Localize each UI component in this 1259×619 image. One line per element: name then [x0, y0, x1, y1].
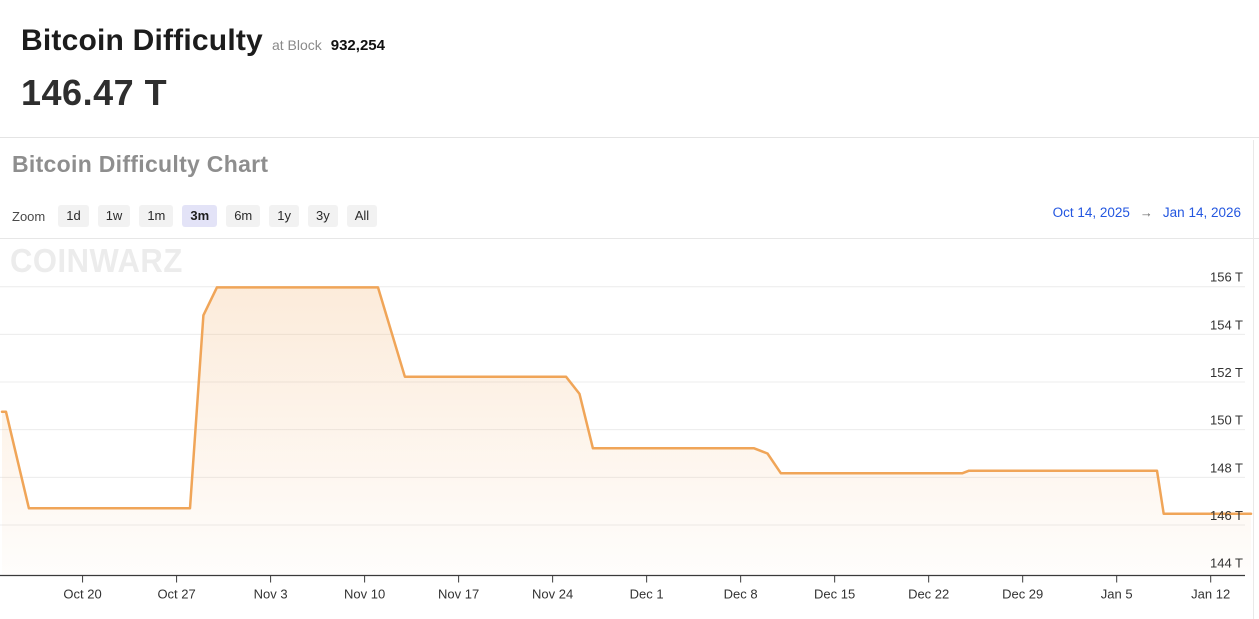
page-title: Bitcoin Difficulty	[21, 24, 263, 57]
x-axis-label: Dec 8	[724, 587, 758, 602]
page-header: Bitcoin Difficulty at Block 932,254 146.…	[0, 0, 1259, 138]
axis-labels: 156 T 154 T 152 T 150 T 148 T 146 T 144 T Oct 2…	[63, 270, 1243, 602]
chart-section-title: Bitcoin Difficulty Chart	[12, 151, 269, 177]
title-row: Bitcoin Difficulty at Block 932,254	[0, 0, 1259, 58]
x-axis-label: Dec 22	[908, 587, 949, 602]
zoom-button-1y[interactable]: 1y	[269, 204, 299, 228]
page-right-divider	[1253, 140, 1254, 619]
x-axis-label: Dec 15	[814, 587, 855, 602]
range-end-date[interactable]: Jan 14, 2026	[1162, 205, 1241, 220]
x-axis-label: Oct 20	[63, 587, 101, 602]
zoom-button-3y[interactable]: 3y	[307, 204, 338, 228]
zoom-buttons: 1d 1w 1m 3m 6m 1y 3y All	[58, 204, 378, 228]
x-axis-label: Dec 1	[630, 587, 664, 602]
x-axis-label: Nov 17	[438, 587, 479, 602]
zoom-button-1m[interactable]: 1m	[139, 204, 174, 228]
y-axis-label: 152 T	[1210, 365, 1243, 380]
x-axis-label: Nov 24	[532, 587, 573, 602]
zoom-label: Zoom	[12, 208, 46, 224]
zoom-button-all[interactable]: All	[346, 204, 378, 228]
y-axis-label: 156 T	[1210, 270, 1243, 285]
y-axis-label: 150 T	[1210, 413, 1243, 428]
x-axis-label: Nov 3	[254, 587, 288, 602]
chart-toolbar: Zoom 1d 1w 1m 3m 6m 1y 3y All Oct 14, 2025 → Ja…	[12, 204, 1241, 228]
x-axis-label: Oct 27	[157, 587, 195, 602]
difficulty-line-series	[0, 286, 1253, 516]
difficulty-chart-plot[interactable]: 156 T 154 T 152 T 150 T 148 T 146 T 144 T Oct 2…	[0, 239, 1259, 619]
zoom-button-3m[interactable]: 3m	[182, 204, 218, 228]
x-axis-label: Jan 5	[1101, 587, 1133, 602]
block-number: 932,254	[330, 37, 385, 54]
zoom-button-1w[interactable]: 1w	[97, 204, 131, 228]
x-axis-label: Nov 10	[344, 587, 385, 602]
difficulty-area-fill	[2, 287, 1251, 576]
coinwarz-watermark-logo: COINWARZ	[10, 241, 183, 280]
y-axis-label: 154 T	[1210, 317, 1243, 332]
range-arrow-icon: →	[1139, 205, 1153, 220]
x-axis-label: Dec 29	[1002, 587, 1043, 602]
x-axis	[0, 574, 1245, 583]
zoom-button-6m[interactable]: 6m	[226, 204, 261, 228]
y-axis-label: 148 T	[1210, 460, 1243, 475]
current-difficulty-value: 146.47 T	[21, 72, 168, 113]
range-start-date[interactable]: Oct 14, 2025	[1052, 205, 1130, 220]
date-range: Oct 14, 2025 → Jan 14, 2026	[1053, 205, 1241, 220]
y-axis-label: 144 T	[1210, 556, 1243, 571]
at-block-label: at Block	[271, 37, 322, 53]
zoom-button-1d[interactable]: 1d	[58, 204, 89, 228]
x-axis-label: Jan 12	[1191, 587, 1230, 602]
y-axis-label: 146 T	[1210, 508, 1243, 523]
